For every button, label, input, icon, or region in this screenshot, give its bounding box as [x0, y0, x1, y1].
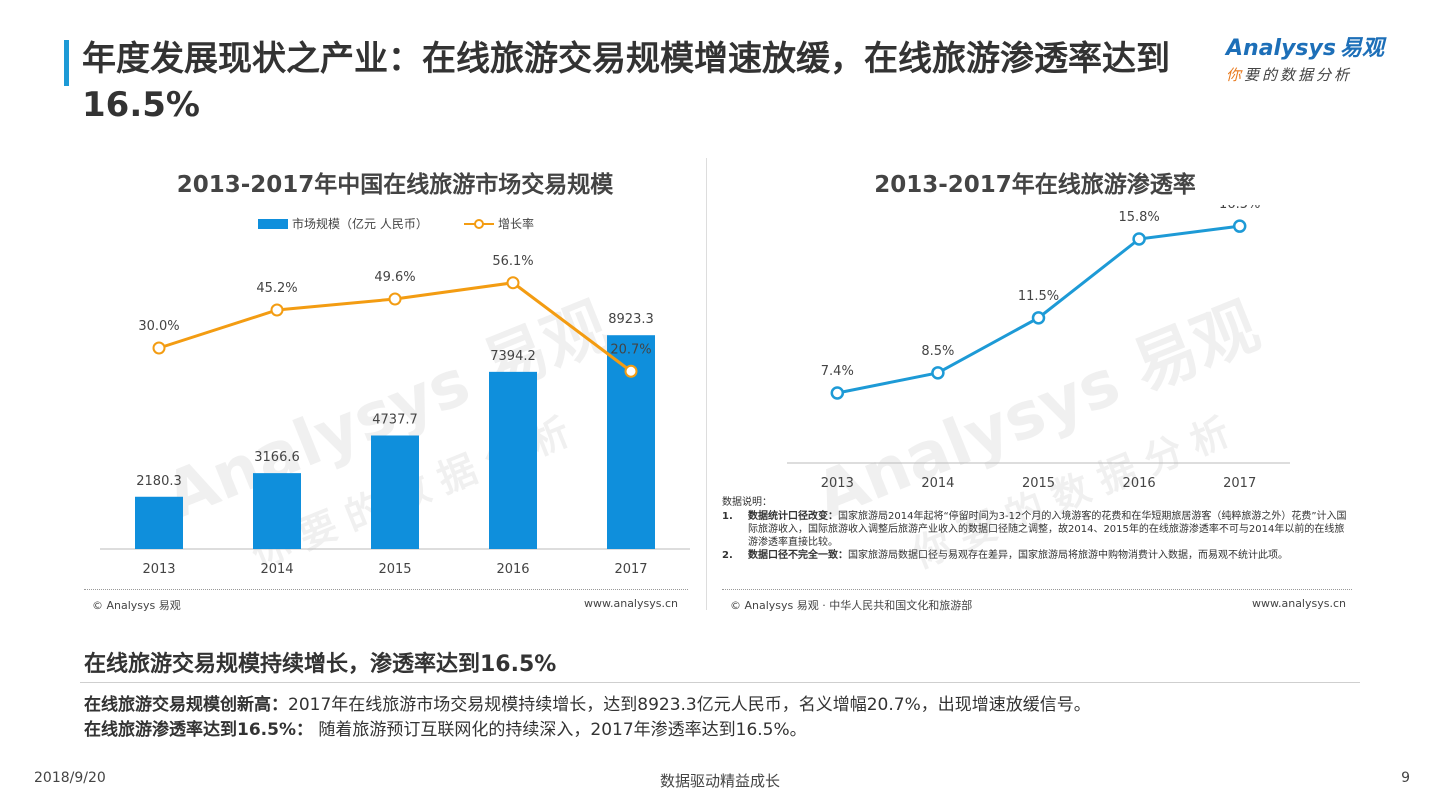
growth-value-label: 49.6%	[374, 270, 415, 285]
bar	[371, 435, 419, 549]
x-tick-label: 2015	[1022, 476, 1055, 491]
growth-point	[506, 276, 520, 290]
x-tick-label: 2014	[921, 476, 954, 491]
x-tick-label: 2016	[1123, 476, 1156, 491]
legend-line-marker	[474, 219, 484, 229]
x-tick-label: 2013	[142, 562, 175, 577]
bullet-text: 随着旅游预订互联网化的持续深入，2017年渗透率达到16.5%。	[312, 720, 807, 740]
left-chart-title: 2013-2017年中国在线旅游市场交易规模	[176, 172, 614, 198]
penetration-point	[1232, 219, 1247, 233]
penetration-value-label: 11.5%	[1018, 289, 1059, 304]
logo-brand: Analysys	[1226, 36, 1336, 61]
analysys-logo: Analysys 易观 你要的数据分析	[1226, 30, 1416, 94]
title-accent-bar	[64, 40, 69, 86]
footer-slogan: 数据驱动精益成长	[659, 772, 780, 790]
page-title: 年度发展现状之产业：在线旅游交易规模增速放缓，在线旅游渗透率达到16.5%	[82, 39, 1170, 125]
notes-heading: 数据说明：	[722, 497, 772, 508]
penetration-chart: 7.4% 2013 8.5% 2014 11.5% 2015 15.8% 2016 16.5% 2…	[787, 197, 1290, 491]
bar-value-label: 8923.3	[608, 312, 654, 327]
x-tick-label: 2013	[821, 476, 854, 491]
note-text: 国家旅游局2014年起将“停留时间为3-12个月的入境游客的花费和在华短期旅居游…	[748, 511, 1347, 548]
summary-title: 在线旅游交易规模持续增长，渗透率达到16.5%	[84, 652, 557, 677]
bar-value-label: 2180.3	[136, 474, 182, 489]
note-bold: 数据口径不完全一致：	[748, 550, 848, 561]
growth-point	[388, 292, 402, 306]
bar	[135, 496, 183, 549]
bar-value-label: 3166.6	[254, 450, 300, 465]
growth-value-label: 20.7%	[610, 342, 651, 357]
bar-value-label: 7394.2	[490, 349, 536, 364]
summary-rule	[80, 682, 1360, 683]
note-item: 1. 数据统计口径改变：国家旅游局2014年起将“停留时间为3-12个月的入境游…	[722, 510, 1352, 549]
footer-date: 2018/9/20	[34, 770, 106, 786]
x-tick-label: 2015	[378, 562, 411, 577]
penetration-value-label: 16.5%	[1219, 205, 1260, 212]
page-number: 9	[1401, 770, 1410, 786]
bullet-bold: 在线旅游交易规模创新高：	[84, 695, 288, 715]
penetration-point	[931, 366, 945, 380]
left-source-rule	[84, 589, 688, 590]
growth-point	[624, 364, 638, 378]
penetration-value-label: 7.4%	[821, 364, 854, 379]
growth-value-label: 45.2%	[256, 281, 297, 296]
left-source-copyright: © Analysys 易观	[92, 599, 181, 612]
x-tick-label: 2017	[1223, 476, 1256, 491]
market-size-chart: 市场规模（亿元 人民币） 增长率 2180.3 2013 3166.6 2014 4737.…	[100, 216, 690, 577]
penetration-point	[830, 386, 845, 400]
logo-tagline: 要的数据分析	[1244, 66, 1353, 84]
penetration-point	[1132, 232, 1146, 246]
bar	[489, 371, 537, 549]
x-tick-label: 2014	[260, 562, 293, 577]
summary-bullet: 在线旅游交易规模创新高：2017年在线旅游市场交易规模持续增长，达到8923.3…	[84, 690, 1091, 715]
growth-point	[152, 341, 166, 355]
x-tick-label: 2017	[614, 562, 647, 577]
bar-value-label: 4737.7	[372, 412, 418, 427]
growth-value-label: 30.0%	[138, 319, 179, 334]
x-tick-label: 2016	[496, 562, 529, 577]
chart-divider	[706, 158, 707, 610]
logo-brand-cn: 易观	[1339, 36, 1384, 61]
penetration-line	[837, 224, 1240, 395]
penetration-value-label: 15.8%	[1118, 210, 1159, 225]
penetration-value-label: 8.5%	[921, 344, 954, 359]
logo-tagline-highlight: 你	[1226, 66, 1245, 84]
right-chart-title: 2013-2017年在线旅游渗透率	[874, 172, 1196, 198]
left-source-url: www.analysys.cn	[584, 597, 678, 610]
note-text: 国家旅游局数据口径与易观存在差异，国家旅游局将旅游中购物消费计入数据，而易观不统…	[848, 550, 1288, 561]
bullet-bold: 在线旅游渗透率达到16.5%：	[84, 720, 313, 740]
right-source-copyright: © Analysys 易观 · 中华人民共和国文化和旅游部	[730, 599, 973, 612]
right-source-rule	[722, 589, 1352, 590]
note-bold: 数据统计口径改变：	[748, 511, 838, 522]
growth-point	[270, 303, 284, 317]
penetration-point	[1031, 311, 1046, 325]
right-source-url: www.analysys.cn	[1252, 597, 1346, 610]
legend-bar-swatch	[258, 219, 288, 229]
summary-bullet: 在线旅游渗透率达到16.5%： 随着旅游预订互联网化的持续深入，2017年渗透率…	[84, 715, 807, 740]
growth-value-label: 56.1%	[492, 254, 533, 269]
note-number: 1.	[722, 511, 733, 522]
data-notes: 数据说明： 1. 数据统计口径改变：国家旅游局2014年起将“停留时间为3-12…	[722, 496, 1352, 562]
bullet-text: 2017年在线旅游市场交易规模持续增长，达到8923.3亿元人民币，名义增幅20…	[288, 695, 1091, 715]
legend-bar-label: 市场规模（亿元 人民币）	[292, 216, 428, 231]
note-number: 2.	[722, 550, 733, 561]
note-item: 2. 数据口径不完全一致：国家旅游局数据口径与易观存在差异，国家旅游局将旅游中购…	[722, 549, 1352, 562]
legend-line-label: 增长率	[498, 216, 534, 231]
bar	[253, 473, 301, 549]
